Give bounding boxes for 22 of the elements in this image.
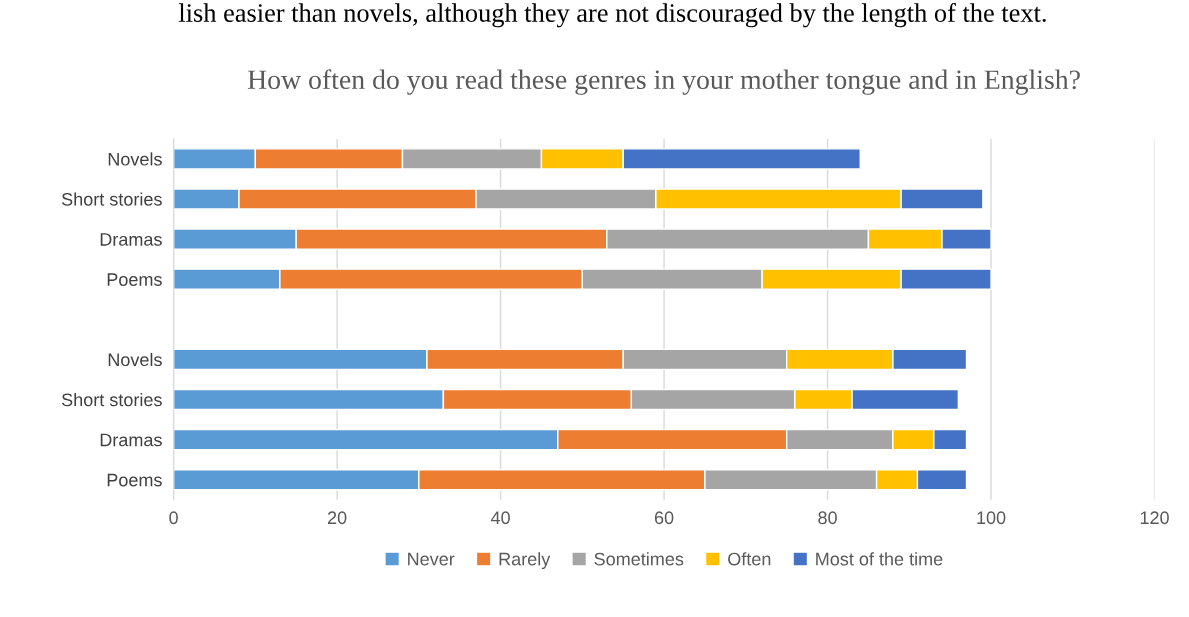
y-tick-label: Novels bbox=[108, 152, 162, 166]
x-tick-label: 20 bbox=[327, 511, 347, 525]
y-tick-label: Dramas bbox=[100, 233, 162, 246]
x-tick-label: 100 bbox=[977, 511, 1006, 525]
y-tick-label: Poems bbox=[107, 273, 162, 286]
legend-label: Never bbox=[408, 552, 455, 566]
chart-title: How often do you read these genres in your mother tongue and in English? bbox=[247, 69, 1080, 95]
x-tick-label: 120 bbox=[1140, 511, 1169, 525]
y-tick-label: Novels bbox=[108, 352, 162, 367]
y-tick-label: Short stories bbox=[61, 392, 162, 407]
x-tick-label: 40 bbox=[490, 511, 510, 525]
x-tick-label: 60 bbox=[654, 511, 674, 525]
legend-label: Most of the time bbox=[816, 552, 943, 566]
x-tick-label: 80 bbox=[818, 511, 837, 525]
text: lish easier than novels, although they are not discouraged by the length of the text. bbox=[178, 3, 1046, 28]
legend-label: Rarely bbox=[499, 552, 551, 570]
legend-label: Often bbox=[728, 552, 771, 566]
y-tick-label: Poems bbox=[107, 473, 162, 487]
legend-label: Sometimes bbox=[594, 552, 684, 566]
y-tick-label: Dramas bbox=[100, 433, 162, 447]
x-tick-label: 0 bbox=[169, 511, 178, 525]
y-tick-label: Short stories bbox=[61, 192, 162, 206]
